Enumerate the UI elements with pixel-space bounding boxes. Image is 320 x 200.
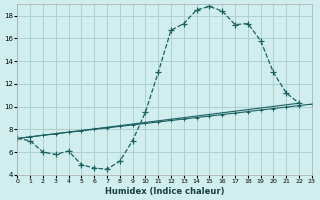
X-axis label: Humidex (Indice chaleur): Humidex (Indice chaleur) [105, 187, 224, 196]
